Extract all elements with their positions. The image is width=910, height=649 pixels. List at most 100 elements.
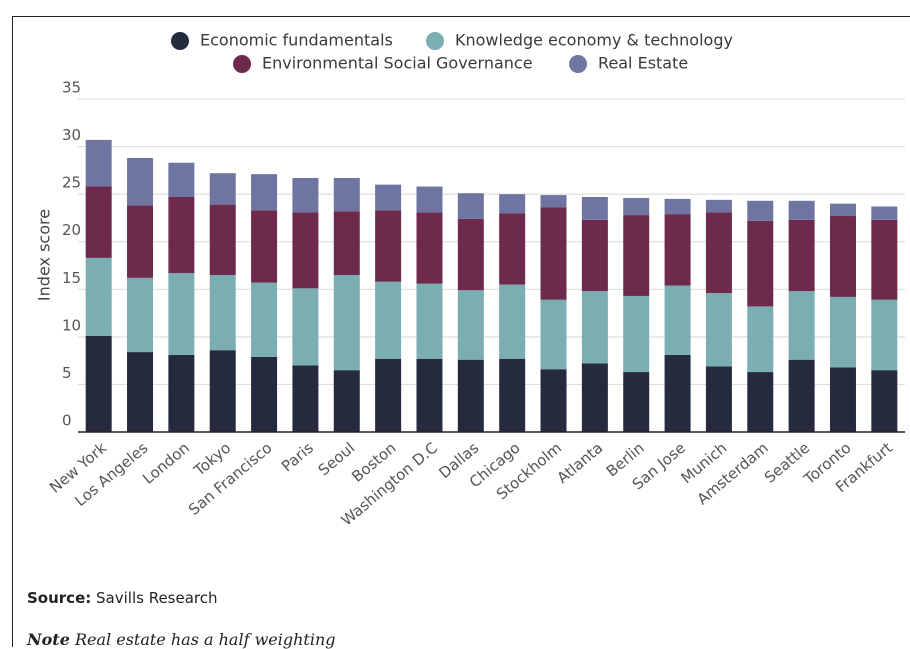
bar-segment — [333, 275, 360, 371]
bar-segment — [127, 277, 154, 353]
bar-segment — [375, 210, 402, 282]
bar-segment — [333, 211, 360, 276]
bar-segment — [127, 352, 154, 432]
bar-segment — [747, 372, 774, 432]
y-tick-label: 30 — [62, 126, 81, 144]
x-tick-label: Atlanta — [554, 439, 607, 487]
x-tick-label: London — [139, 439, 193, 488]
legend-label: Environmental Social Governance — [262, 54, 533, 73]
bar-segment — [829, 216, 856, 297]
bar-segment — [747, 200, 774, 221]
legend-swatch — [426, 32, 444, 50]
bar-segment — [829, 367, 856, 432]
bar-segment — [540, 369, 567, 432]
bar-segment — [168, 162, 195, 197]
bar-segment — [499, 358, 526, 432]
x-tick-label: Paris — [278, 439, 317, 476]
frame — [12, 16, 910, 647]
bar-segment — [168, 196, 195, 274]
y-tick-label: 25 — [62, 174, 81, 192]
bar-segment — [871, 219, 898, 300]
bar-segment — [747, 306, 774, 373]
source-text: Savills Research — [96, 589, 218, 607]
y-tick-label: 15 — [62, 269, 81, 287]
y-tick-label: 35 — [62, 79, 81, 97]
bar-segment — [85, 139, 112, 187]
bar-segment — [457, 359, 484, 432]
bar-segment — [251, 282, 278, 357]
y-tick-label: 20 — [62, 221, 81, 239]
bar-segment — [871, 370, 898, 432]
y-tick-label: 0 — [62, 412, 72, 430]
legend-swatch — [233, 55, 251, 73]
bar-segment — [127, 205, 154, 278]
bar-segment — [251, 210, 278, 283]
bar-segment — [705, 199, 732, 213]
bar-segment — [85, 257, 112, 336]
legend-label: Economic fundamentals — [200, 31, 393, 50]
bar-segment — [581, 196, 608, 220]
note-label: Note — [27, 630, 70, 649]
bar-segment — [871, 299, 898, 371]
bar-segment — [581, 291, 608, 364]
bar-segment — [829, 296, 856, 368]
legend-swatch — [569, 55, 587, 73]
chart: Index score 0 5 10 15 20 25 30 35 Economic funda… — [35, 31, 905, 529]
bar-segment — [581, 363, 608, 432]
bar-segment — [375, 358, 402, 432]
bar-segment — [788, 219, 815, 292]
bar-segment — [499, 194, 526, 214]
y-tick-label: 5 — [62, 364, 72, 382]
bar-segment — [623, 372, 650, 432]
bar-segment — [209, 350, 236, 432]
bar-segment — [540, 299, 567, 370]
bar-segment — [168, 273, 195, 355]
bar-segment — [788, 359, 815, 432]
bar-segment — [705, 366, 732, 432]
bar-segment — [540, 207, 567, 300]
y-tick-label: 10 — [62, 316, 81, 334]
bar-segment — [292, 177, 319, 213]
bar-segment — [457, 290, 484, 360]
bar-segment — [705, 212, 732, 294]
bar-segment — [416, 283, 443, 359]
note: Note Real estate has a half weighting — [27, 630, 336, 649]
bar-segment — [375, 281, 402, 359]
legend-swatch — [171, 32, 189, 50]
bar-segment — [623, 197, 650, 216]
note-text: Real estate has a half weighting — [74, 630, 336, 649]
bar-segment — [499, 284, 526, 359]
bar-segment — [788, 200, 815, 220]
bar-segment — [457, 218, 484, 291]
source: Source: Savills Research — [27, 589, 218, 607]
bar-segment — [457, 193, 484, 219]
bar-segment — [829, 203, 856, 217]
bar-segment — [664, 285, 691, 355]
bar-segment — [623, 215, 650, 296]
bar-segment — [747, 220, 774, 307]
bar-segment — [209, 204, 236, 276]
bar-segment — [168, 354, 195, 432]
bar-segment — [85, 186, 112, 258]
bar-segment — [85, 335, 112, 432]
bar-segment — [251, 356, 278, 432]
bar-segment — [292, 288, 319, 366]
bar-segment — [540, 195, 567, 208]
legend-label: Knowledge economy & technology — [455, 31, 733, 50]
bar-segment — [416, 212, 443, 284]
bar-segment — [664, 354, 691, 432]
bar-segment — [251, 174, 278, 211]
bar-segment — [209, 173, 236, 205]
source-label: Source: — [27, 589, 92, 607]
legend-label: Real Estate — [598, 54, 688, 73]
bar-segment — [416, 186, 443, 213]
bar-segment — [375, 184, 402, 211]
bar-segment — [623, 295, 650, 373]
y-axis-label: Index score — [35, 209, 54, 301]
bar-segment — [871, 206, 898, 220]
bar-segment — [499, 213, 526, 285]
bar-segment — [209, 275, 236, 351]
bar-segment — [292, 365, 319, 432]
bar-segment — [705, 293, 732, 367]
bar-segment — [333, 370, 360, 432]
